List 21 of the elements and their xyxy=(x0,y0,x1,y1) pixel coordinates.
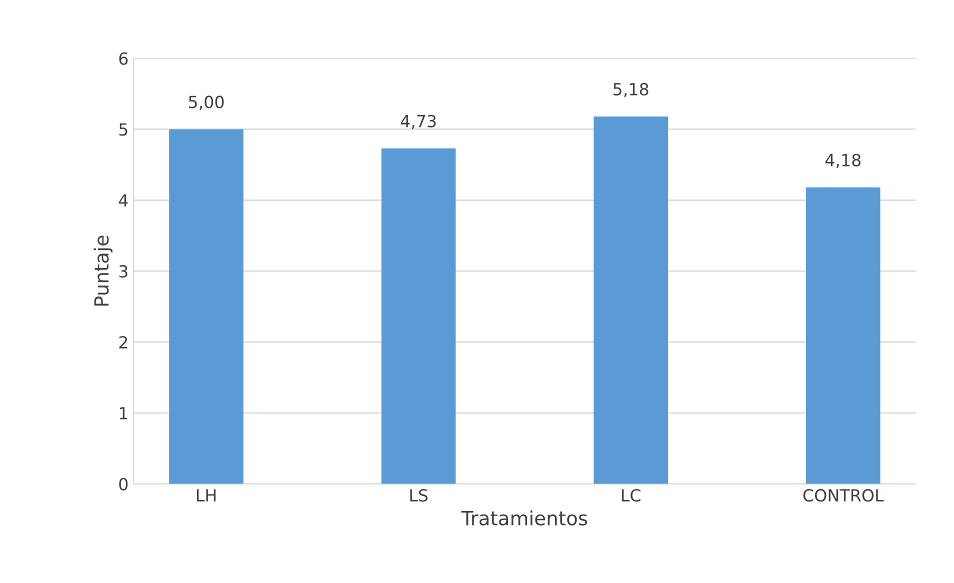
bar xyxy=(806,187,880,484)
y-tick-label: 2 xyxy=(119,336,128,348)
data-label: 5,00 xyxy=(189,96,224,110)
x-tick-label: LS xyxy=(410,489,428,502)
y-tick-label: 1 xyxy=(120,407,128,420)
data-label: 5,18 xyxy=(614,82,648,98)
data-label: 4,18 xyxy=(825,154,861,168)
bar xyxy=(169,129,244,484)
y-tick-label: 4 xyxy=(118,194,128,206)
y-tick-label: 6 xyxy=(119,52,128,65)
y-tick-label: 3 xyxy=(119,265,128,278)
x-tick-label: CONTROL xyxy=(803,489,884,502)
data-label: 4,73 xyxy=(400,114,436,130)
x-axis-title: Tratamientos xyxy=(461,510,588,526)
x-tick-label: LC xyxy=(622,489,640,502)
bar xyxy=(381,148,456,484)
y-axis-title: Puntaje xyxy=(94,236,113,306)
x-tick-label: LH xyxy=(196,489,216,502)
y-tick-label: 5 xyxy=(119,123,128,136)
bar xyxy=(594,116,668,484)
y-tick-label: 0 xyxy=(119,478,128,490)
